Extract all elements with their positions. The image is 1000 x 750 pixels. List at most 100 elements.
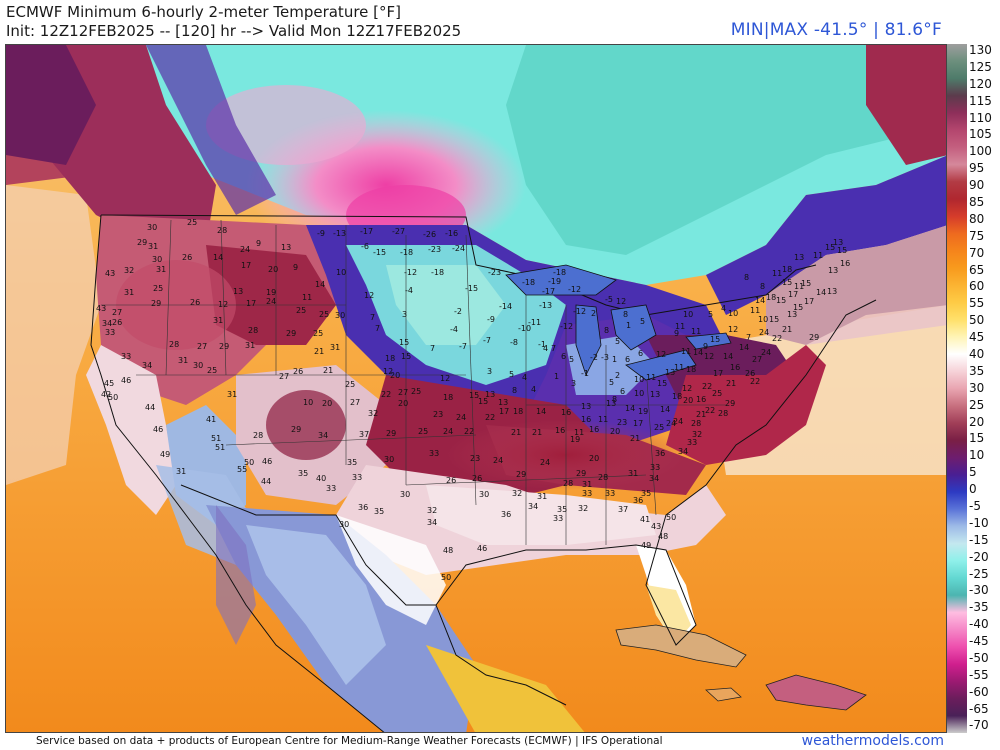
- temperature-value: 31: [148, 242, 158, 251]
- temperature-value: 32: [368, 409, 378, 418]
- temperature-value: 25: [313, 329, 323, 338]
- temperature-value: 44: [145, 403, 155, 412]
- temperature-value: -6: [361, 242, 369, 251]
- temperature-value: 35: [347, 458, 357, 467]
- temperature-value: -13: [539, 301, 552, 310]
- temperature-value: 30: [152, 255, 162, 264]
- temperature-value: 23: [470, 454, 480, 463]
- temperature-value: 14: [315, 280, 325, 289]
- temperature-value: 24: [540, 458, 550, 467]
- temperature-value: 46: [477, 544, 487, 553]
- site-link[interactable]: weathermodels.com: [801, 733, 944, 749]
- temperature-value: 13: [828, 266, 838, 275]
- color-scale-tick: 55: [969, 296, 985, 311]
- temperature-value: 17: [713, 369, 723, 378]
- color-scale-tick: -30: [969, 583, 989, 598]
- temperature-value: 15: [825, 243, 835, 252]
- temperature-value: 14: [693, 348, 703, 357]
- south-texas: [336, 515, 446, 625]
- temperature-value: 36: [358, 503, 368, 512]
- temperature-value: 27: [350, 398, 360, 407]
- temperature-value: 19: [266, 288, 276, 297]
- temperature-value: 25: [187, 218, 197, 227]
- temperature-value: 34: [142, 361, 152, 370]
- temperature-value: -15: [373, 248, 386, 257]
- temperature-value: 34: [678, 447, 688, 456]
- temperature-value: 10: [728, 309, 738, 318]
- temperature-value: 34: [528, 502, 538, 511]
- temperature-value: 15: [399, 338, 409, 347]
- temperature-map: 30 25 28 29 31 26 30 31 32 43 31 25 29 26 43 27 34 26 33 31…: [5, 44, 947, 733]
- temperature-value: 26: [182, 253, 192, 262]
- data-credit: Service based on data + products of Euro…: [36, 735, 663, 747]
- hudson-region: [506, 45, 946, 255]
- temperature-value: 28: [718, 409, 728, 418]
- temperature-value: 25: [418, 427, 428, 436]
- temperature-value: 49: [641, 541, 651, 550]
- temperature-value: 15: [782, 278, 792, 287]
- temperature-value: 41: [206, 415, 216, 424]
- color-scale-tick: -55: [969, 667, 989, 682]
- temperature-value: 32: [427, 506, 437, 515]
- color-scale-tick: -15: [969, 532, 989, 547]
- temperature-value: 30: [339, 520, 349, 529]
- temperature-value: 13: [827, 287, 837, 296]
- temperature-value: 15: [469, 391, 479, 400]
- color-scale-tick: 15: [969, 431, 985, 446]
- temperature-value: -24: [452, 244, 465, 253]
- temperature-value: 13: [650, 390, 660, 399]
- color-scale-tick: -10: [969, 515, 989, 530]
- temperature-value: 4: [721, 304, 726, 313]
- temperature-value: 22: [750, 377, 760, 386]
- temperature-value: 20: [390, 371, 400, 380]
- temperature-value: 16: [730, 363, 740, 372]
- temperature-value: 12: [218, 300, 228, 309]
- temperature-value: 9: [674, 329, 679, 338]
- temperature-value: 17: [633, 419, 643, 428]
- temperature-value: -9: [317, 229, 325, 238]
- temperature-value: 50: [666, 513, 676, 522]
- temperature-value: 43: [651, 522, 661, 531]
- temperature-value: 7: [430, 344, 435, 353]
- temperature-value: 21: [323, 366, 333, 375]
- temperature-value: 48: [658, 532, 668, 541]
- temperature-value: 25: [296, 306, 306, 315]
- color-scale-tick: 30: [969, 380, 985, 395]
- gulf-states-light: [426, 485, 656, 545]
- temperature-value: -26: [423, 230, 436, 239]
- temperature-value: 14: [625, 404, 635, 413]
- temperature-value: 30: [193, 361, 203, 370]
- temperature-value: 21: [726, 379, 736, 388]
- temperature-value: 12: [364, 291, 374, 300]
- temperature-value: 24: [443, 427, 453, 436]
- temperature-value: 29: [809, 333, 819, 342]
- temperature-value: 1: [626, 321, 631, 330]
- color-scale-tick: 115: [969, 93, 992, 108]
- temperature-value: -2: [454, 307, 462, 316]
- temperature-value: 33: [582, 489, 592, 498]
- temperature-value: 6: [625, 355, 630, 364]
- mexico-gulf-coast: [435, 604, 567, 706]
- temperature-value: 18: [782, 265, 792, 274]
- temperature-value: -4: [405, 286, 413, 295]
- temperature-value: -18: [400, 248, 413, 257]
- temperature-value: 23: [433, 410, 443, 419]
- temperature-value: 11: [750, 306, 760, 315]
- alaska-panhandle: [6, 45, 96, 165]
- temperature-value: 25: [207, 366, 217, 375]
- temperature-value: 51: [211, 434, 221, 443]
- dakotas-core: [386, 265, 506, 345]
- color-scale-tick: 100: [969, 144, 992, 159]
- temperature-value: 7: [551, 344, 556, 353]
- temperature-value: -14: [499, 302, 512, 311]
- temperature-value: 19: [638, 407, 648, 416]
- color-scale-tick: 60: [969, 279, 985, 294]
- temperature-value: 6: [620, 387, 625, 396]
- temperature-value: 5: [615, 337, 620, 346]
- temperature-value: 13: [606, 399, 616, 408]
- temperature-value: 12: [704, 352, 714, 361]
- temperature-value: 20: [322, 399, 332, 408]
- temperature-value: 12: [656, 350, 666, 359]
- color-scale-tick: 120: [969, 76, 992, 91]
- temperature-value: 15: [801, 279, 811, 288]
